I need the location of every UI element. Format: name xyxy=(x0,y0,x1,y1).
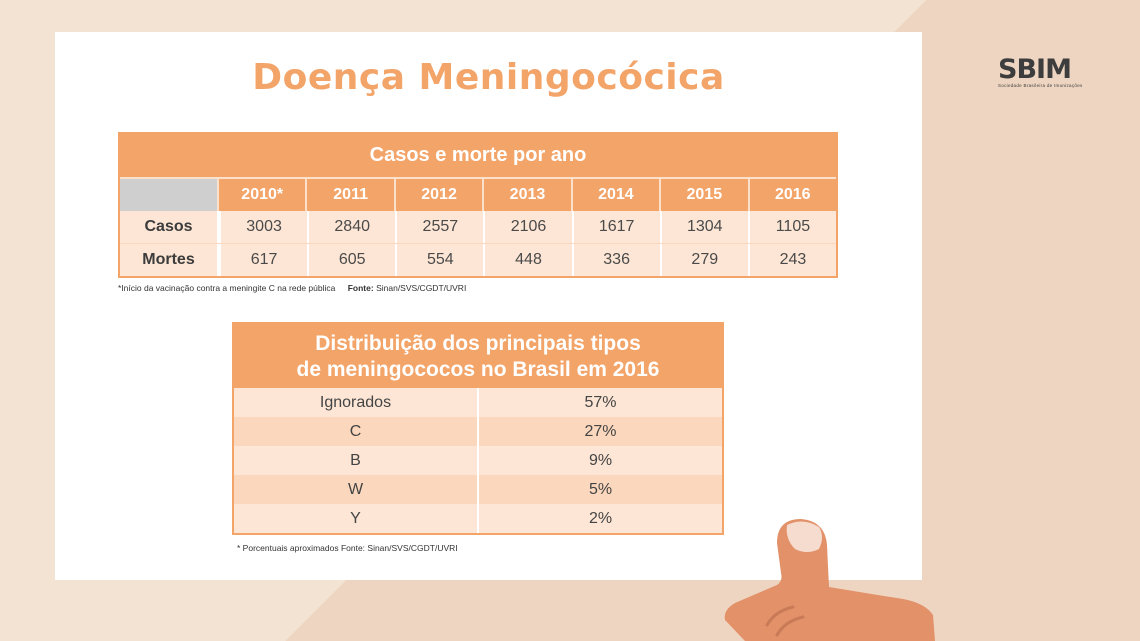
table-cell: 2557 xyxy=(395,211,483,243)
table-cell: 448 xyxy=(483,244,571,276)
type-cell: Ignorados xyxy=(319,394,392,411)
table-cell: 243 xyxy=(747,244,836,276)
source-text: Sinan/SVS/CGDT/UVRI xyxy=(376,283,467,293)
percent-cell: 27% xyxy=(477,417,722,446)
table-row-deaths: Mortes 617 605 554 448 336 279 243 xyxy=(120,243,836,276)
meningococcus-types-table: Distribuição dos principais tipos de men… xyxy=(232,322,724,535)
year-header: 2010* xyxy=(217,179,305,211)
type-cell: C xyxy=(349,423,362,440)
cases-table-heading: Casos e morte por ano xyxy=(120,134,836,177)
percent-cell: 57% xyxy=(477,388,722,417)
table-cell: 1304 xyxy=(659,211,748,243)
table-cell: 3003 xyxy=(219,211,307,243)
types-table-footnote: * Porcentuais aproximados Fonte: Sinan/S… xyxy=(237,543,458,553)
year-header: 2013 xyxy=(482,179,570,211)
year-header: 2015 xyxy=(659,179,747,211)
row-label: Mortes xyxy=(120,244,219,276)
source-label: Fonte: xyxy=(347,283,374,293)
corner-cell xyxy=(120,179,217,211)
year-header: 2012 xyxy=(393,179,482,211)
type-cell: W xyxy=(347,481,364,498)
footnote-text: *Início da vacinação contra a meningite … xyxy=(118,283,336,293)
table-cell: 617 xyxy=(219,244,307,276)
table-cell: 336 xyxy=(571,244,660,276)
table-row-cases: Casos 3003 2840 2557 2106 1617 1304 1105 xyxy=(120,211,836,243)
table-row: Y 2% xyxy=(234,504,722,533)
table-row: C 27% xyxy=(234,417,722,446)
page-title: Doença Meningocócica xyxy=(252,57,725,98)
logo-subtitle: Sociedade Brasileira de Imunizações xyxy=(998,83,1083,88)
cases-deaths-table: Casos e morte por ano 2010* 2011 2012 20… xyxy=(118,132,838,278)
percent-cell: 2% xyxy=(477,504,722,533)
year-header: 2011 xyxy=(305,179,393,211)
type-cell: Y xyxy=(350,510,361,527)
table-row: Ignorados 57% xyxy=(234,388,722,417)
year-header: 2014 xyxy=(570,179,659,211)
table-cell: 2106 xyxy=(483,211,571,243)
table-cell: 554 xyxy=(395,244,483,276)
row-label: Casos xyxy=(120,211,219,243)
heading-line: de meningococos no Brasil em 2016 xyxy=(296,358,660,381)
heading-line: Distribuição dos principais tipos xyxy=(315,332,641,355)
table-cell: 1105 xyxy=(747,211,836,243)
types-table-heading: Distribuição dos principais tipos de men… xyxy=(234,324,722,388)
cases-table-footnote: *Início da vacinação contra a meningite … xyxy=(118,283,466,293)
table-cell: 279 xyxy=(659,244,748,276)
percent-cell: 5% xyxy=(477,475,722,504)
table-row: B 9% xyxy=(234,446,722,475)
percent-cell: 9% xyxy=(477,446,722,475)
table-cell: 2840 xyxy=(307,211,395,243)
type-cell: B xyxy=(350,452,361,469)
logo-text: SBIM xyxy=(998,54,1072,85)
table-cell: 605 xyxy=(307,244,395,276)
years-header-row: 2010* 2011 2012 2013 2014 2015 2016 xyxy=(120,177,836,211)
year-header: 2016 xyxy=(747,179,836,211)
table-row: W 5% xyxy=(234,475,722,504)
sbim-logo: SBIM Sociedade Brasileira de Imunizações xyxy=(998,56,1092,92)
table-cell: 1617 xyxy=(571,211,660,243)
thumb-hand-illustration xyxy=(724,519,935,641)
